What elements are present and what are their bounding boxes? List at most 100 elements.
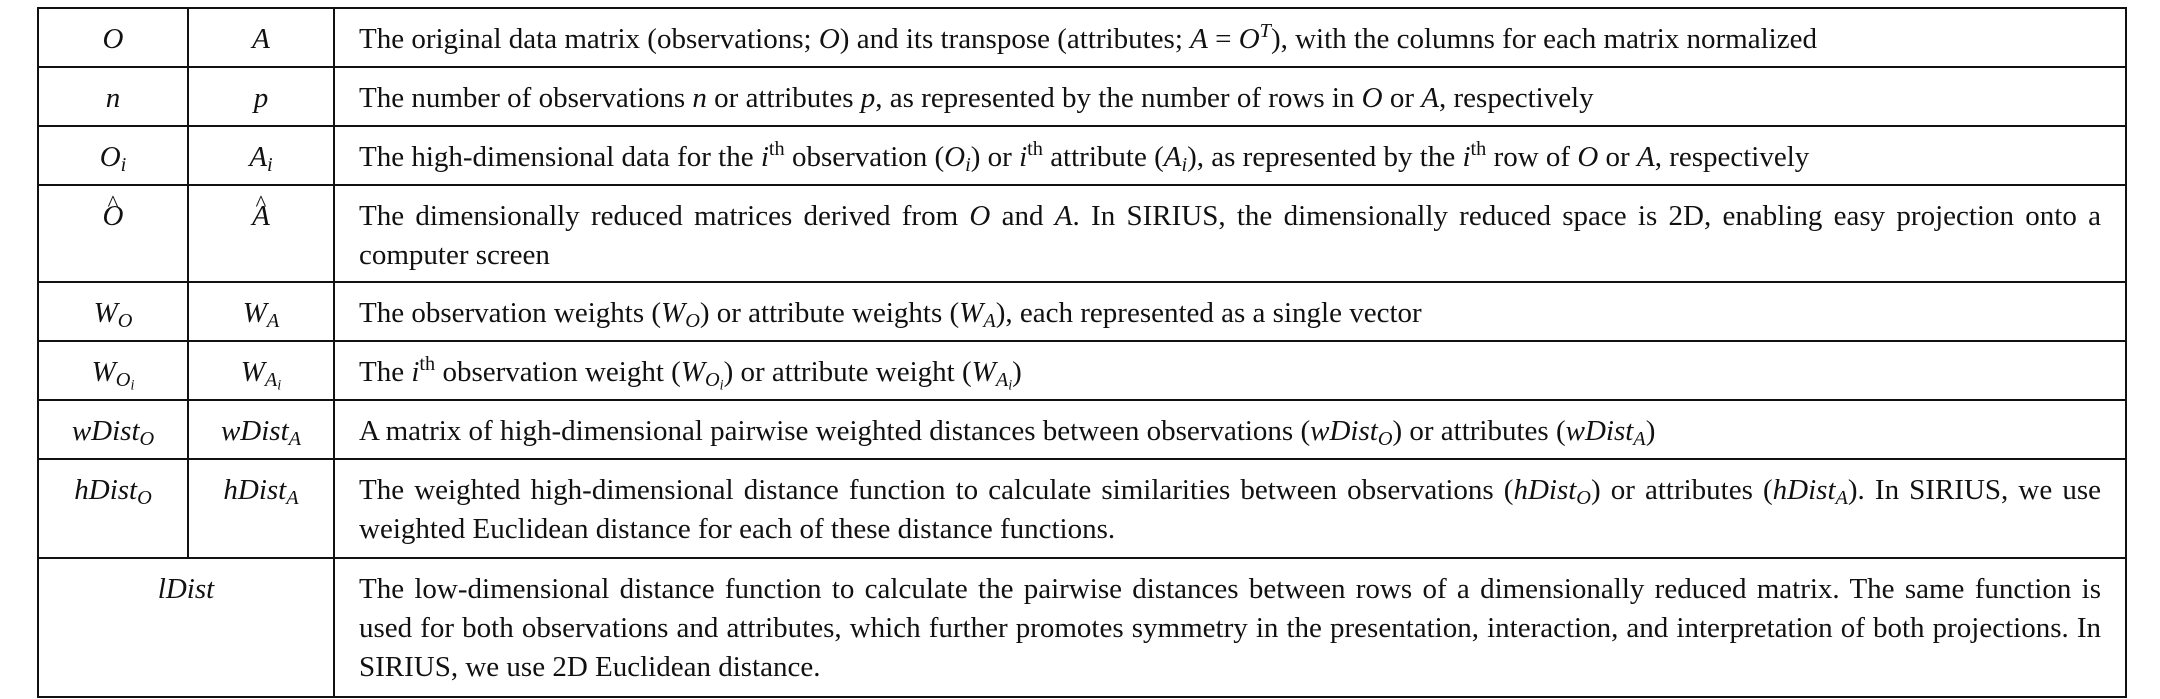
description-text: ) [1012, 356, 1022, 388]
description-text: The low-dimensional distance function to… [359, 573, 2101, 683]
description-text: row of [1486, 141, 1578, 173]
table-row: WOi WAi The ith observation weight (WOi)… [37, 340, 2127, 401]
math-symbol: A [1421, 82, 1440, 114]
attribute-symbol-cell: WAi [187, 340, 335, 401]
description-text: The original data matrix (observations; [359, 23, 819, 55]
subscript: A [995, 369, 1009, 392]
description-text: The number of observations [359, 82, 693, 114]
ordinal-superscript: th [419, 352, 436, 375]
description-text: ). In SIRIUS, we use weighted Euclidean … [359, 474, 2101, 545]
subscript: i [965, 154, 971, 177]
subscript: O [115, 369, 131, 392]
math-symbol: O [818, 23, 840, 55]
math-symbol: hDist [1513, 474, 1577, 506]
math-symbol: O [1238, 23, 1260, 55]
description-cell: The number of observations n or attribut… [333, 66, 2127, 127]
description-text: or [1382, 82, 1422, 114]
math-symbol: i [1019, 141, 1028, 173]
math-symbol: wDist [1565, 415, 1634, 447]
attribute-symbol: A [252, 23, 270, 55]
observation-symbol: wDist [71, 415, 140, 447]
shared-symbol: lDist [157, 573, 215, 605]
subscript: O [117, 310, 133, 333]
attribute-symbol: hDist [223, 474, 287, 506]
attribute-symbol-cell: WA [187, 281, 335, 342]
description-text: ), as represented by the [1187, 141, 1463, 173]
observation-symbol-cell: Oi [37, 125, 189, 186]
description-text: . In SIRIUS, the dimensionally reduced s… [359, 200, 2101, 271]
observation-symbol-cell: wDistO [37, 399, 189, 460]
math-symbol: O [969, 200, 991, 232]
attribute-symbol: p [253, 82, 269, 114]
attribute-symbol: wDist [220, 415, 289, 447]
description-text: and [990, 200, 1055, 232]
math-symbol: i [411, 356, 420, 388]
ordinal-superscript: th [1470, 137, 1487, 160]
table-row: Oi Ai The high-dimensional data for the … [37, 125, 2127, 186]
description-text: observation weight ( [435, 356, 681, 388]
table-row: wDistO wDistA A matrix of high-dimension… [37, 399, 2127, 460]
sub-subscript: i [719, 377, 724, 394]
observation-symbol-cell: hDistO [37, 458, 189, 559]
math-symbol: A [1190, 23, 1208, 55]
subscript: O [137, 487, 152, 510]
math-symbol: A [1636, 141, 1655, 173]
description-text: ) or [970, 141, 1020, 173]
table-row: WO WA The observation weights (WO) or at… [37, 281, 2127, 342]
math-symbol: i [1462, 141, 1471, 173]
subscript: A [983, 310, 996, 333]
observation-symbol-cell: O [37, 184, 189, 283]
math-symbol: p [860, 82, 876, 114]
description-text: ) and its transpose (attributes; [839, 23, 1191, 55]
sub-subscript: i [1008, 377, 1013, 394]
math-symbol: W [661, 297, 686, 329]
description-text: or attributes [706, 82, 861, 114]
attribute-symbol: A [249, 141, 268, 173]
subscript: A [286, 487, 299, 510]
attribute-symbol-cell: Ai [187, 125, 335, 186]
observation-symbol: n [105, 82, 121, 114]
attribute-symbol: W [242, 297, 267, 329]
sub-subscript: i [130, 377, 135, 394]
sub-subscript: i [277, 377, 282, 394]
subscript: O [139, 428, 155, 451]
description-text: , as represented by the number of rows i… [875, 82, 1362, 114]
observation-symbol: hDist [74, 474, 138, 506]
description-text: ) or attribute weight ( [723, 356, 972, 388]
description-text: A matrix of high-dimensional pairwise we… [359, 415, 1311, 447]
math-symbol: wDist [1310, 415, 1378, 447]
subscript: A [266, 310, 280, 333]
subscript: O [1576, 487, 1591, 510]
subscript: O [1377, 428, 1393, 451]
table-row: lDist The low-dimensional distance funct… [37, 557, 2127, 698]
subscript: i [267, 154, 273, 177]
subscript: i [1181, 154, 1188, 177]
observation-symbol-cell: n [37, 66, 189, 127]
table-row: O A The dimensionally reduced matrices d… [37, 184, 2127, 283]
attribute-symbol-cell: A [187, 184, 335, 283]
description-text: The weighted high-dimensional distance f… [359, 474, 1514, 506]
description-text: ) or attributes ( [1392, 415, 1566, 447]
description-cell: The original data matrix (observations; … [333, 7, 2127, 68]
description-text: The observation weights ( [359, 297, 662, 329]
attribute-symbol: W [240, 356, 265, 388]
observation-symbol: W [93, 297, 118, 329]
subscript: A [1835, 487, 1848, 510]
math-symbol: A [1163, 141, 1182, 173]
description-text: , respectively [1439, 82, 1594, 114]
shared-symbol-cell: lDist [37, 557, 335, 698]
attribute-symbol-cell: wDistA [187, 399, 335, 460]
math-symbol: n [692, 82, 707, 114]
subscript: O [685, 310, 700, 333]
math-symbol: W [971, 356, 996, 388]
equals-sign: = [1207, 23, 1239, 55]
subscript: A [288, 428, 302, 451]
math-symbol: W [959, 297, 984, 329]
math-symbol: W [680, 356, 705, 388]
observation-symbol: O [99, 141, 121, 173]
subscript: A [1633, 428, 1646, 451]
table-row: O A The original data matrix (observatio… [37, 7, 2127, 68]
notation-table: O A The original data matrix (observatio… [37, 7, 2127, 698]
ordinal-superscript: th [1027, 137, 1043, 160]
description-text: observation ( [784, 141, 945, 173]
